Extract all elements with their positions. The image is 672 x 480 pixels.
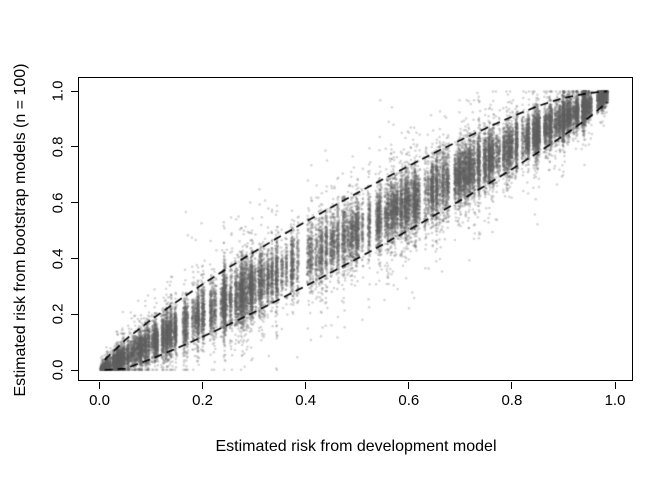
x-tick-mark bbox=[305, 382, 307, 389]
x-tick-mark bbox=[99, 382, 100, 389]
plot-frame bbox=[78, 77, 633, 381]
x-tick-mark bbox=[511, 382, 513, 389]
x-tick-label: 0.6 bbox=[398, 392, 420, 409]
x-tick-mark bbox=[614, 382, 616, 389]
x-axis-label: Estimated risk from development model bbox=[215, 438, 497, 455]
y-tick-label: 0.6 bbox=[49, 192, 67, 214]
x-tick-label: 0.2 bbox=[192, 392, 214, 409]
y-tick-label: 0.0 bbox=[49, 359, 67, 381]
y-tick-label: 0.4 bbox=[49, 248, 67, 270]
y-tick-mark bbox=[71, 90, 78, 92]
y-axis-label: Estimated risk from bootstrap models (n … bbox=[12, 63, 29, 397]
x-tick-mark bbox=[202, 382, 204, 389]
y-tick-label: 1.0 bbox=[49, 80, 67, 102]
x-tick-label: 0.0 bbox=[89, 392, 110, 409]
x-tick-mark bbox=[408, 382, 410, 389]
x-tick-label: 0.4 bbox=[295, 392, 317, 409]
y-tick-mark bbox=[71, 369, 78, 371]
y-tick-label: 0.8 bbox=[49, 136, 67, 158]
y-tick-mark bbox=[71, 202, 78, 204]
y-tick-label: 0.2 bbox=[49, 304, 67, 325]
x-tick-label: 1.0 bbox=[604, 392, 626, 409]
x-tick-label: 0.8 bbox=[501, 392, 523, 409]
y-tick-mark bbox=[71, 146, 78, 148]
y-tick-mark bbox=[71, 313, 78, 315]
y-tick-mark bbox=[71, 258, 78, 260]
